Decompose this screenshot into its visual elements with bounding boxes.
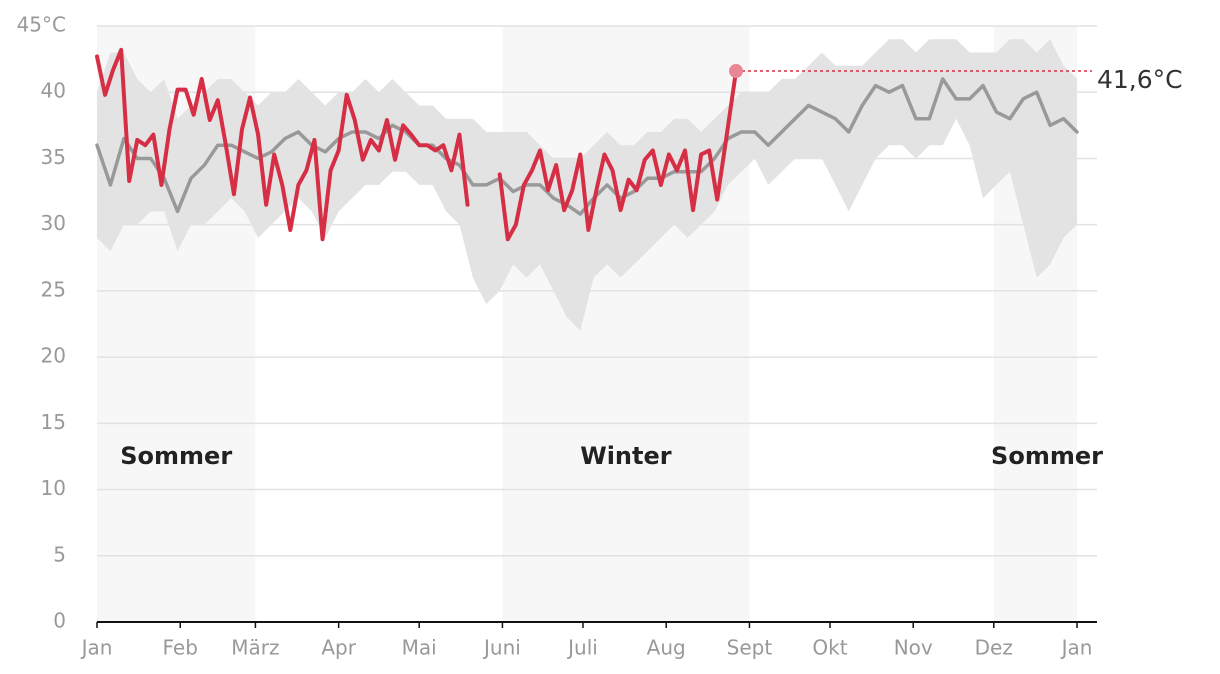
x-tick-label: Jan [80, 636, 113, 660]
y-tick-label: 40 [41, 79, 66, 103]
current-line [95, 47, 739, 242]
y-tick-label: 25 [41, 277, 66, 301]
x-tick-label: Sept [727, 636, 773, 660]
x-tick-label: Nov [894, 636, 933, 660]
season-band [502, 26, 750, 622]
range-band [97, 39, 1077, 331]
annotation-label: 41,6°C [1097, 65, 1183, 94]
x-tick-label: Aug [647, 636, 686, 660]
y-tick-label: 5 [53, 542, 66, 566]
x-tick-label: Juli [566, 636, 598, 660]
y-tick-label: 20 [41, 344, 66, 368]
y-tick-label: 35 [41, 145, 66, 169]
annotation-dot [729, 64, 744, 79]
season-label: Winter [580, 442, 672, 470]
x-tick-label: März [231, 636, 279, 660]
x-tick-label: Okt [812, 636, 847, 660]
x-tick-label: Jan [1060, 636, 1093, 660]
y-tick-label: 15 [41, 410, 66, 434]
x-tick-label: Apr [321, 636, 356, 660]
x-tick-label: Feb [163, 636, 198, 660]
x-tick-label: Mai [402, 636, 437, 660]
season-label: Sommer [991, 442, 1103, 470]
y-tick-label: 0 [53, 609, 66, 633]
y-tick-label: 30 [41, 211, 66, 235]
y-tick-label: 45°C [17, 13, 66, 37]
season-label: Sommer [120, 442, 232, 470]
y-tick-label: 10 [41, 476, 66, 500]
x-tick-label: Dez [975, 636, 1013, 660]
x-tick-label: Juni [482, 636, 521, 660]
